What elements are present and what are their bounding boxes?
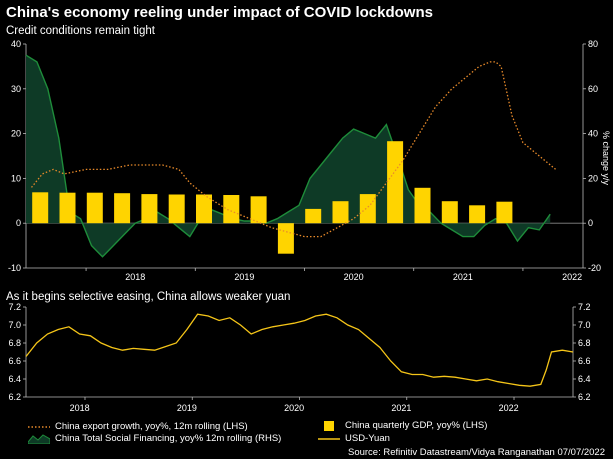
gdp-bar: [86, 192, 103, 224]
legend: China export growth, yoy%, 12m rolling (…: [0, 418, 613, 459]
gdp-bar: [305, 208, 322, 224]
x-tick-label: 2021: [453, 272, 473, 282]
bottom-right-tick-label: 6.8: [578, 338, 591, 348]
left-tick-label: 30: [11, 84, 21, 94]
export-line: [30, 61, 557, 238]
bottom-right-tick-label: 6.4: [578, 374, 591, 384]
gdp-bar: [114, 193, 131, 224]
legend-item-gdp: China quarterly GDP, yoy% (LHS): [318, 420, 487, 431]
gdp-bars: [32, 141, 513, 254]
bottom-left-tick-label: 7.2: [8, 302, 21, 312]
yuan-series: [25, 313, 574, 387]
charts-canvas: 40 30 20 10 0 -10 80 60 40 20 0 -20 % change y/y 2018…: [8, 39, 611, 413]
gdp-bar: [387, 141, 404, 224]
gdp-bar: [168, 194, 185, 224]
bottom-left-tick-label: 6.8: [8, 338, 21, 348]
bottom-tick-labels: 7.2 7.2 7.0 7.0 6.8 6.8 6.6 6.6 6.4 6.4 6.2 6.2 2018…: [8, 302, 590, 413]
export-series: [30, 61, 557, 238]
top-chart: 40 30 20 10 0 -10 80 60 40 20 0 -20 % change y/y 2018…: [8, 39, 611, 282]
gdp-bar: [441, 201, 458, 224]
bottom-left-tick-label: 6.6: [8, 356, 21, 366]
bottom-right-tick-label: 7.2: [578, 302, 591, 312]
yuan-swatch: [318, 437, 340, 440]
legend-label-tsf: China Total Social Financing, yoy% 12m r…: [55, 433, 282, 444]
bottom-left-tick-label: 6.4: [8, 374, 21, 384]
bottom-x-tick-label: 2021: [391, 403, 411, 413]
legend-item-tsf: China Total Social Financing, yoy% 12m r…: [28, 433, 281, 444]
source-note: Source: Refinitiv Datastream/Vidya Ranga…: [347, 447, 605, 458]
top-chart-subtitle: Credit conditions remain tight: [6, 25, 155, 37]
gdp-bar: [469, 205, 486, 224]
right-axis-label: % change y/y: [601, 131, 611, 186]
right-tick-label: 60: [588, 84, 598, 94]
gdp-bar: [277, 223, 294, 254]
legend-item-export: China export growth, yoy%, 12m rolling (…: [28, 421, 248, 432]
bottom-plot-area: [26, 307, 573, 397]
gdp-bar: [141, 194, 158, 224]
gdp-bar: [223, 195, 240, 224]
legend-label-gdp: China quarterly GDP, yoy% (LHS): [345, 420, 488, 431]
yuan-line: [25, 313, 574, 387]
bottom-chart-subtitle: As it begins selective easing, China all…: [6, 291, 291, 303]
gdp-bar: [196, 194, 212, 224]
gdp-bar: [59, 192, 76, 224]
gdp-swatch: [324, 420, 334, 431]
gdp-bar: [250, 196, 267, 224]
bottom-right-tick-label: 6.2: [578, 392, 591, 402]
left-tick-label: 20: [11, 129, 21, 139]
left-tick-label: 40: [11, 39, 21, 49]
legend-item-yuan: USD-Yuan: [318, 433, 390, 444]
bottom-x-tick-label: 2022: [499, 403, 519, 413]
export-swatch: [28, 425, 50, 428]
left-tick-label: 0: [16, 218, 21, 228]
chart-title: China's economy reeling under impact of …: [6, 4, 433, 21]
bottom-chart: 7.2 7.2 7.0 7.0 6.8 6.8 6.6 6.6 6.4 6.4 6.2 6.2 2018…: [8, 302, 590, 413]
tsf-swatch: [28, 433, 50, 444]
gdp-bar: [359, 194, 376, 224]
bottom-right-tick-label: 6.6: [578, 356, 591, 366]
gdp-bar: [414, 187, 431, 224]
legend-label-export: China export growth, yoy%, 12m rolling (…: [55, 421, 248, 432]
legend-label-yuan: USD-Yuan: [345, 433, 390, 444]
right-tick-label: 80: [588, 39, 598, 49]
bottom-left-tick-label: 7.0: [8, 320, 21, 330]
bottom-left-tick-label: 6.2: [8, 392, 21, 402]
right-tick-label: 0: [588, 218, 593, 228]
x-tick-label: 2020: [344, 272, 364, 282]
right-tick-label: -20: [588, 263, 601, 273]
x-tick-label: 2018: [125, 272, 145, 282]
bottom-right-tick-label: 7.0: [578, 320, 591, 330]
x-tick-label: 2019: [234, 272, 254, 282]
bottom-x-tick-label: 2018: [70, 403, 90, 413]
right-tick-label: 40: [588, 129, 598, 139]
right-tick-label: 20: [588, 173, 598, 183]
gdp-bar: [496, 201, 513, 224]
left-tick-label: -10: [8, 263, 21, 273]
gdp-bar: [32, 192, 49, 224]
top-tick-labels: 40 30 20 10 0 -10 80 60 40 20 0 -20 % change y/y 2018…: [8, 39, 611, 282]
tsf-line: [25, 54, 551, 258]
left-tick-label: 10: [11, 173, 21, 183]
x-tick-label: 2022: [562, 272, 582, 282]
bottom-x-tick-label: 2020: [284, 403, 304, 413]
gdp-bar: [332, 201, 349, 224]
bottom-x-tick-label: 2019: [177, 403, 197, 413]
